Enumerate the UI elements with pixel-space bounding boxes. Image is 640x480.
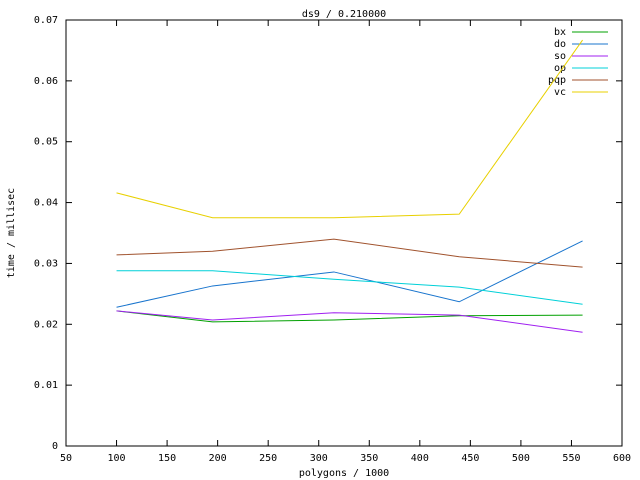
y-tick-label: 0.03 <box>34 258 58 269</box>
x-tick-label: 500 <box>512 453 530 464</box>
x-tick-label: 150 <box>158 453 176 464</box>
y-tick-label: 0.02 <box>34 319 58 330</box>
x-tick-label: 250 <box>259 453 277 464</box>
series-line <box>116 240 583 308</box>
x-tick-label: 550 <box>562 453 580 464</box>
series-line <box>116 39 583 219</box>
legend-label: op <box>554 63 566 74</box>
series-line <box>116 238 583 268</box>
series-line <box>116 310 583 333</box>
chart-title: ds9 / 0.210000 <box>302 9 386 20</box>
x-tick-label: 350 <box>360 453 378 464</box>
x-tick-label: 300 <box>310 453 328 464</box>
legend-label: pqp <box>548 75 566 86</box>
legend-label: so <box>554 51 566 62</box>
x-tick-label: 600 <box>613 453 631 464</box>
legend-label: vc <box>554 87 566 98</box>
plot-border <box>65 19 623 447</box>
y-tick-label: 0 <box>52 441 58 452</box>
legend-label: do <box>554 39 566 50</box>
y-tick-label: 0.01 <box>34 380 58 391</box>
series-line <box>116 310 583 323</box>
x-tick-label: 200 <box>209 453 227 464</box>
y-axis-label: time / millisec <box>6 188 17 278</box>
series-line <box>116 270 583 305</box>
legend-label: bx <box>554 27 566 38</box>
x-tick-label: 50 <box>60 453 72 464</box>
y-tick-label: 0.05 <box>34 137 58 148</box>
x-axis-label: polygons / 1000 <box>299 468 389 479</box>
y-tick-label: 0.07 <box>34 15 58 26</box>
y-tick-label: 0.04 <box>34 198 58 209</box>
x-tick-label: 100 <box>108 453 126 464</box>
x-tick-label: 400 <box>411 453 429 464</box>
y-tick-label: 0.06 <box>34 76 58 87</box>
x-tick-label: 450 <box>461 453 479 464</box>
